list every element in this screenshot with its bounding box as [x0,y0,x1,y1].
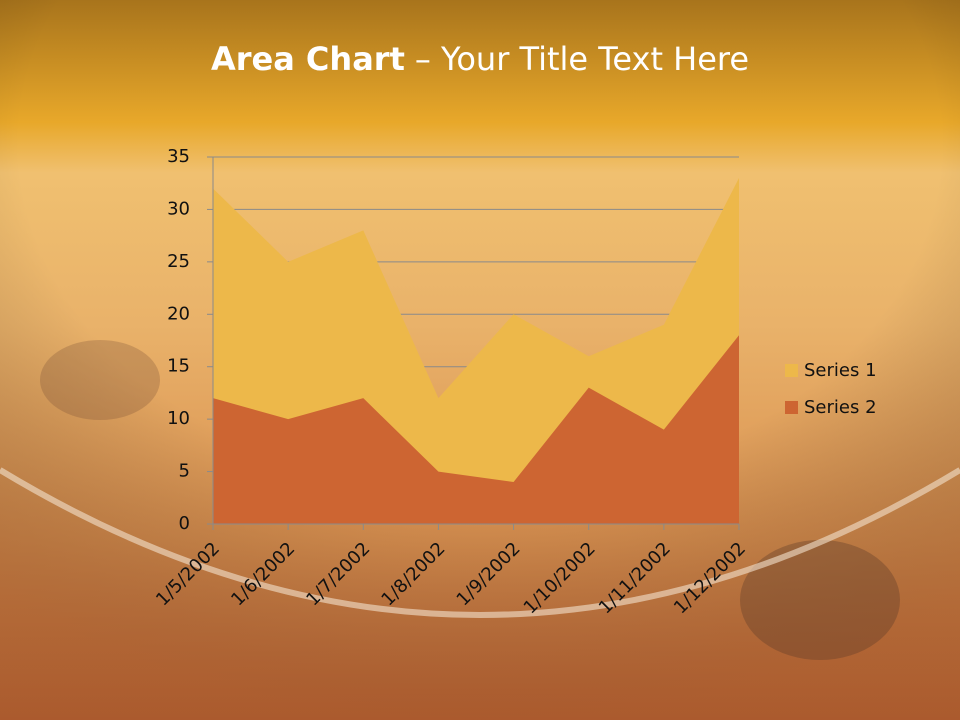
area [213,335,739,524]
y-tick-label: 35 [167,146,190,167]
y-tick-label: 5 [179,461,190,482]
legend-swatch [785,364,798,377]
y-tick-label: 10 [167,408,190,429]
y-tick-label: 20 [167,303,190,324]
decor [740,540,900,660]
title-rest: – Your Title Text Here [414,40,750,78]
legend-label: Series 2 [804,397,877,418]
legend-swatch [785,401,798,414]
decor [0,467,960,618]
title-bold: Area Chart [210,40,405,78]
y-tick-label: 30 [167,198,190,219]
legend-label: Series 1 [804,360,877,381]
decor [40,340,160,420]
y-tick-label: 15 [167,356,190,377]
y-tick-label: 25 [167,251,190,272]
slide-title: Area Chart – Your Title Text Here [0,40,960,78]
y-tick-label: 0 [179,513,190,534]
